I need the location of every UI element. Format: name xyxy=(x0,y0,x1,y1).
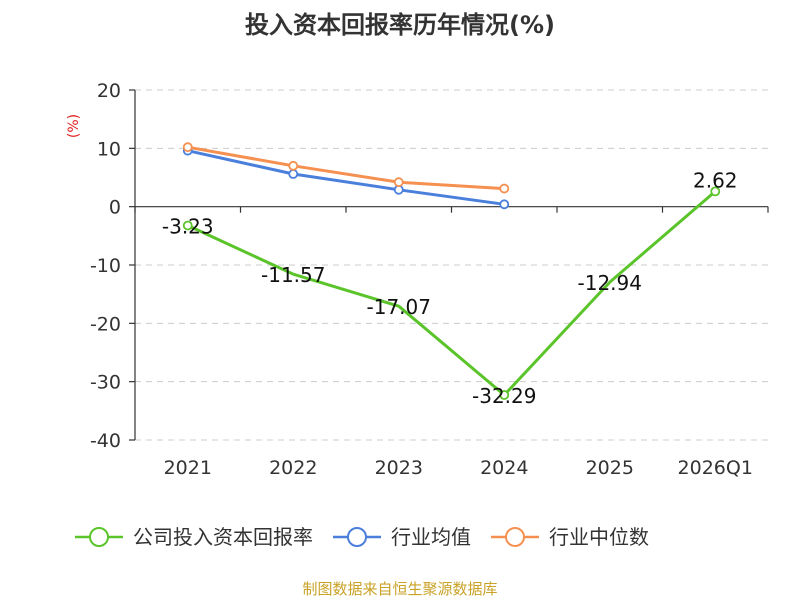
x-tick-label: 2025 xyxy=(586,457,634,479)
legend: 公司投入资本回报率 行业均值 行业中位数 xyxy=(75,525,649,549)
data-label: -3.23 xyxy=(162,215,214,239)
series-2 xyxy=(182,142,510,194)
data-point xyxy=(393,177,404,188)
y-axis-unit: (%) xyxy=(66,114,82,138)
legend-label: 公司投入资本回报率 xyxy=(133,525,313,549)
x-tick-label: 2021 xyxy=(164,457,212,479)
legend-item: 行业中位数 xyxy=(491,525,649,549)
series-line xyxy=(187,149,505,206)
gridlines xyxy=(135,89,768,441)
data-point xyxy=(499,183,510,194)
y-tick-label: -10 xyxy=(90,255,121,277)
x-tick-label: 2022 xyxy=(269,457,317,479)
data-point xyxy=(288,169,299,179)
x-tick-label: 2026Q1 xyxy=(678,457,753,479)
legend-marker xyxy=(505,527,525,547)
data-point xyxy=(288,160,299,171)
data-label: -17.07 xyxy=(367,295,431,319)
legend-marker xyxy=(347,527,367,547)
axes: 20 10 0 -10 -20 -30 -40 2021 2022 2023 2024 2025 202… xyxy=(90,80,769,479)
legend-item: 行业均值 xyxy=(333,525,471,549)
legend-item: 公司投入资本回报率 xyxy=(75,525,313,549)
x-tick-label: 2023 xyxy=(375,457,423,479)
data-point xyxy=(182,220,193,231)
series-line xyxy=(187,145,505,191)
data-point xyxy=(499,390,510,400)
data-label: -11.57 xyxy=(261,263,325,287)
y-tick-label: 0 xyxy=(109,197,121,219)
data-point xyxy=(499,199,510,210)
legend-marker xyxy=(89,527,109,547)
data-label: 2.62 xyxy=(693,168,738,192)
y-tick-label: 20 xyxy=(97,80,121,102)
legend-label: 行业均值 xyxy=(391,525,471,549)
data-label: -12.94 xyxy=(578,271,642,295)
y-tick-label: -40 xyxy=(90,430,121,452)
series-1 xyxy=(182,145,510,210)
data-label: -32.29 xyxy=(472,384,536,408)
data-point xyxy=(182,142,193,153)
y-tick-label: 10 xyxy=(97,138,121,160)
series-0 xyxy=(182,186,721,400)
x-tick-label: 2024 xyxy=(480,457,528,479)
y-tick-label: -30 xyxy=(90,372,121,394)
chart-title: 投入资本回报率历年情况(%) xyxy=(245,11,555,39)
source-note: 制图数据来自恒生聚源数据库 xyxy=(302,580,497,598)
series-line xyxy=(187,190,717,397)
data-labels: -3.23 -11.57 -17.07 -32.29 -12.94 2.62 xyxy=(162,168,738,408)
data-point xyxy=(710,186,721,197)
y-tick-label: -20 xyxy=(90,313,121,335)
series xyxy=(182,142,721,400)
legend-label: 行业中位数 xyxy=(549,525,649,549)
